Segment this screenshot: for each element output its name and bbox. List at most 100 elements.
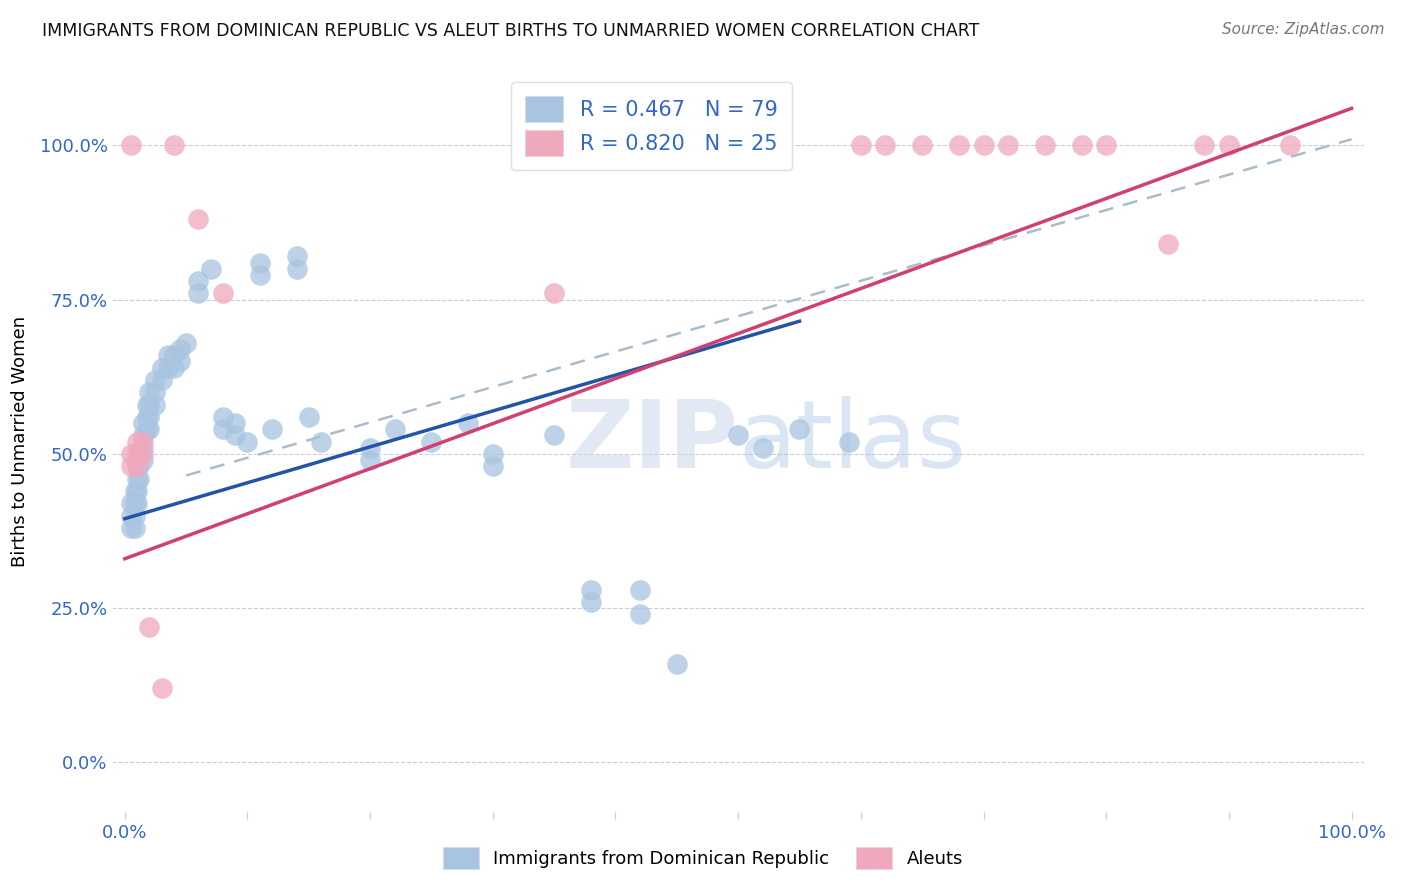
Point: [212, 409, 235, 424]
Text: Source: ZipAtlas.com: Source: ZipAtlas.com: [1222, 22, 1385, 37]
Point: [628, 582, 651, 597]
Point: [1279, 138, 1302, 153]
Point: [187, 286, 209, 301]
Point: [163, 360, 186, 375]
Point: [1156, 237, 1178, 252]
Point: [125, 459, 148, 474]
Point: [384, 422, 406, 436]
Point: [120, 496, 142, 510]
Point: [543, 286, 565, 301]
Point: [124, 521, 146, 535]
Point: [169, 354, 191, 368]
Point: [359, 441, 381, 455]
Point: [138, 619, 160, 633]
Point: [150, 681, 173, 696]
Point: [125, 447, 148, 461]
Point: [125, 483, 148, 498]
Point: [138, 398, 160, 412]
Point: [125, 471, 148, 485]
Point: [163, 348, 186, 362]
Point: [150, 373, 173, 387]
Point: [1218, 138, 1240, 153]
Point: [120, 521, 142, 535]
Point: [120, 459, 142, 474]
Text: ZIP: ZIP: [565, 395, 738, 488]
Point: [169, 342, 191, 356]
Legend: Immigrants from Dominican Republic, Aleuts: Immigrants from Dominican Republic, Aleu…: [433, 838, 973, 879]
Point: [128, 471, 150, 485]
Point: [120, 138, 142, 153]
Point: [150, 360, 173, 375]
Point: [260, 422, 283, 436]
Point: [187, 274, 209, 288]
Point: [543, 428, 565, 442]
Point: [120, 447, 142, 461]
Point: [145, 398, 167, 412]
Point: [132, 441, 155, 455]
Text: atlas: atlas: [738, 395, 966, 488]
Point: [481, 459, 503, 474]
Point: [359, 453, 381, 467]
Point: [285, 261, 308, 276]
Point: [751, 441, 773, 455]
Point: [138, 409, 160, 424]
Point: [838, 434, 860, 449]
Point: [132, 428, 155, 442]
Point: [249, 255, 271, 269]
Point: [285, 250, 308, 264]
Point: [727, 428, 749, 442]
Point: [849, 138, 872, 153]
Point: [128, 459, 150, 474]
Point: [200, 261, 222, 276]
Point: [249, 268, 271, 282]
Legend: R = 0.467   N = 79, R = 0.820   N = 25: R = 0.467 N = 79, R = 0.820 N = 25: [510, 82, 792, 170]
Point: [174, 335, 197, 350]
Point: [212, 422, 235, 436]
Point: [1095, 138, 1118, 153]
Point: [128, 447, 150, 461]
Point: [457, 416, 479, 430]
Y-axis label: Births to Unmarried Women: Births to Unmarried Women: [10, 316, 28, 567]
Point: [628, 607, 651, 622]
Point: [420, 434, 443, 449]
Point: [138, 385, 160, 400]
Point: [187, 212, 209, 227]
Point: [236, 434, 259, 449]
Point: [132, 453, 155, 467]
Point: [156, 348, 179, 362]
Point: [1070, 138, 1092, 153]
Point: [224, 416, 246, 430]
Point: [132, 447, 155, 461]
Point: [125, 459, 148, 474]
Point: [579, 582, 602, 597]
Point: [132, 416, 155, 430]
Point: [124, 508, 146, 523]
Point: [145, 385, 167, 400]
Point: [156, 360, 179, 375]
Point: [997, 138, 1019, 153]
Point: [948, 138, 970, 153]
Point: [298, 409, 321, 424]
Point: [1033, 138, 1056, 153]
Point: [1194, 138, 1216, 153]
Point: [135, 422, 157, 436]
Point: [875, 138, 897, 153]
Point: [973, 138, 995, 153]
Point: [120, 508, 142, 523]
Text: IMMIGRANTS FROM DOMINICAN REPUBLIC VS ALEUT BIRTHS TO UNMARRIED WOMEN CORRELATIO: IMMIGRANTS FROM DOMINICAN REPUBLIC VS AL…: [42, 22, 980, 40]
Point: [124, 496, 146, 510]
Point: [309, 434, 332, 449]
Point: [481, 447, 503, 461]
Point: [125, 496, 148, 510]
Point: [124, 483, 146, 498]
Point: [138, 422, 160, 436]
Point: [145, 373, 167, 387]
Point: [911, 138, 934, 153]
Point: [212, 286, 235, 301]
Point: [224, 428, 246, 442]
Point: [132, 434, 155, 449]
Point: [125, 434, 148, 449]
Point: [163, 138, 186, 153]
Point: [665, 657, 688, 671]
Point: [579, 595, 602, 609]
